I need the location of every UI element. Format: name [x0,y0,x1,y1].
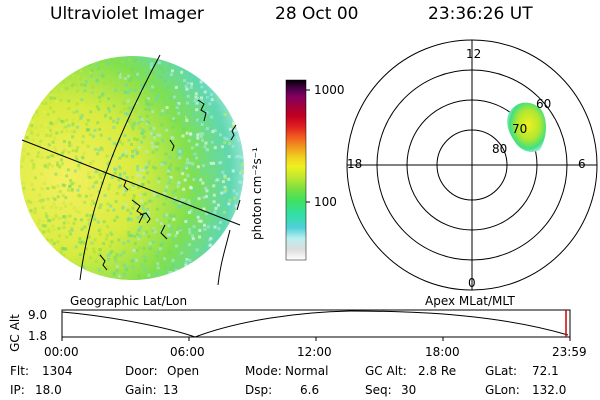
date-label: 28 Oct 00 [275,4,359,24]
info-flt-label: Flt: [10,364,29,378]
info-door-label: Door: [125,364,158,378]
info-seq-label: Seq: [365,383,392,397]
altitude-ylabel: GC Alt [7,314,22,352]
lat-label-60: 60 [536,97,552,111]
lat-label-80: 80 [492,142,508,156]
time-label: 23:36:26 UT [428,4,533,24]
lat-label-70: 70 [512,122,528,136]
mlt-label-6: 6 [578,157,586,171]
colorbar-gradient [285,79,307,261]
earth-image-panel [20,54,244,286]
polar-plot [346,39,598,291]
mlt-label-18: 18 [347,157,363,171]
right-panel-caption: Apex MLat/MLT [425,294,515,308]
info-gain-value: 13 [163,383,179,397]
colorbar-unit-label: photon cm⁻²s⁻¹ [250,147,264,240]
mlt-label-0: 0 [468,276,476,290]
info-glon-label: GLon: [485,383,520,397]
aurora-oval [507,102,546,153]
latitude-line [21,139,241,226]
info-gain-label: Gain: [125,383,157,397]
altitude-xtick-0600: 06:00 [170,345,205,359]
colorbar-label-100: 100 [314,195,337,209]
altitude-ytick-9: 9.0 [28,308,48,322]
altitude-xtick-0000: 00:00 [44,345,79,359]
coastlines [99,99,241,286]
info-dsp-label: Dsp: [245,383,273,397]
longitude-line [79,54,161,281]
altitude-plot-frame [61,309,571,338]
info-glat-value: 72.1 [532,364,559,378]
info-mode-value: Normal [285,364,329,378]
info-gcalt-label: GC Alt: [365,364,407,378]
altitude-plot [61,309,571,341]
altitude-x-ticks [61,337,571,341]
altitude-xtick-2359: 23:59 [552,345,587,359]
info-door-value: Open [167,364,200,378]
altitude-xtick-1200: 12:00 [297,345,332,359]
altitude-ytick-1.8: 1.8 [28,329,48,343]
colorbar [285,79,310,261]
info-ip-label: IP: [10,383,25,397]
info-ip-value: 18.0 [35,383,62,397]
info-flt-value: 1304 [42,364,73,378]
info-dsp-value: 6.6 [300,383,320,397]
instrument-title: Ultraviolet Imager [50,4,204,24]
altitude-xtick-1800: 18:00 [425,345,460,359]
altitude-curve [61,310,569,338]
info-mode-label: Mode: [245,364,282,378]
info-glon-value: 132.0 [532,383,567,397]
mlt-label-12: 12 [466,47,482,61]
info-seq-value: 30 [401,383,417,397]
left-panel-caption: Geographic Lat/Lon [70,294,188,308]
info-gcalt-value: 2.8 Re [418,364,457,378]
info-glat-label: GLat: [485,364,518,378]
colorbar-label-1000: 1000 [314,83,345,97]
